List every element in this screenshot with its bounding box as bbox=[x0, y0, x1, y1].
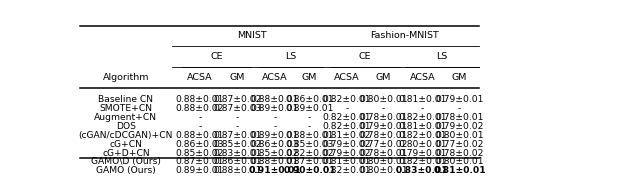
Text: -: - bbox=[236, 113, 239, 122]
Text: 0.88±0.01: 0.88±0.01 bbox=[285, 131, 334, 140]
Text: Fashion-MNIST: Fashion-MNIST bbox=[371, 32, 439, 40]
Text: 0.88±0.01: 0.88±0.01 bbox=[176, 95, 224, 104]
Text: 0.91±0.01: 0.91±0.01 bbox=[248, 166, 301, 175]
Text: 0.89±0.01: 0.89±0.01 bbox=[251, 104, 299, 113]
Text: GM: GM bbox=[376, 73, 391, 82]
Text: 0.79±0.02: 0.79±0.02 bbox=[435, 122, 484, 131]
Text: 0.87±0.01: 0.87±0.01 bbox=[176, 157, 224, 166]
Text: GM: GM bbox=[302, 73, 317, 82]
Text: 0.87±0.01: 0.87±0.01 bbox=[213, 131, 261, 140]
Text: 0.79±0.02: 0.79±0.02 bbox=[323, 140, 371, 149]
Text: 0.88±0.02: 0.88±0.02 bbox=[176, 104, 224, 113]
Text: 0.81±0.02: 0.81±0.02 bbox=[323, 131, 371, 140]
Text: -: - bbox=[458, 104, 461, 113]
Text: 0.77±0.02: 0.77±0.02 bbox=[359, 140, 408, 149]
Text: ACSA: ACSA bbox=[262, 73, 288, 82]
Text: 0.81±0.01: 0.81±0.01 bbox=[433, 166, 486, 175]
Text: CE: CE bbox=[359, 52, 371, 61]
Text: 0.82±0.01: 0.82±0.01 bbox=[398, 113, 447, 122]
Text: -: - bbox=[198, 113, 202, 122]
Text: 0.80±0.01: 0.80±0.01 bbox=[359, 166, 408, 175]
Text: DOS: DOS bbox=[116, 122, 136, 131]
Text: 0.89±0.01: 0.89±0.01 bbox=[176, 166, 224, 175]
Text: 0.82±0.01: 0.82±0.01 bbox=[323, 113, 371, 122]
Text: 0.82±0.01: 0.82±0.01 bbox=[398, 157, 447, 166]
Text: cG+D+CN: cG+D+CN bbox=[102, 149, 150, 158]
Text: -: - bbox=[345, 104, 348, 113]
Text: 0.79±0.02: 0.79±0.02 bbox=[323, 149, 371, 158]
Text: 0.82±0.01: 0.82±0.01 bbox=[398, 131, 447, 140]
Text: 0.89±0.01: 0.89±0.01 bbox=[251, 131, 299, 140]
Text: 0.80±0.01: 0.80±0.01 bbox=[435, 131, 484, 140]
Text: 0.79±0.01: 0.79±0.01 bbox=[435, 95, 484, 104]
Text: -: - bbox=[198, 122, 202, 131]
Text: 0.88±0.01: 0.88±0.01 bbox=[176, 131, 224, 140]
Text: 0.85±0.03: 0.85±0.03 bbox=[285, 140, 334, 149]
Text: -: - bbox=[420, 104, 424, 113]
Text: MNIST: MNIST bbox=[237, 32, 267, 40]
Text: 0.89±0.01: 0.89±0.01 bbox=[285, 104, 334, 113]
Text: 0.81±0.01: 0.81±0.01 bbox=[398, 95, 447, 104]
Text: 0.82±0.01: 0.82±0.01 bbox=[323, 122, 371, 131]
Text: LS: LS bbox=[436, 52, 448, 61]
Text: 0.78±0.01: 0.78±0.01 bbox=[360, 149, 408, 158]
Text: 0.85±0.02: 0.85±0.02 bbox=[176, 149, 224, 158]
Text: 0.78±0.01: 0.78±0.01 bbox=[360, 113, 408, 122]
Text: Algorithm: Algorithm bbox=[102, 73, 149, 82]
Text: 0.88±0.01: 0.88±0.01 bbox=[251, 95, 299, 104]
Text: 0.80±0.01: 0.80±0.01 bbox=[359, 95, 408, 104]
Text: GAMO (Ours): GAMO (Ours) bbox=[96, 166, 156, 175]
Text: (cGAN/cDCGAN)+CN: (cGAN/cDCGAN)+CN bbox=[79, 131, 173, 140]
Text: 0.82±0.02: 0.82±0.02 bbox=[285, 149, 334, 158]
Text: cG+CN: cG+CN bbox=[109, 140, 142, 149]
Text: 0.80±0.01: 0.80±0.01 bbox=[359, 157, 408, 166]
Text: GM: GM bbox=[452, 73, 467, 82]
Text: CE: CE bbox=[210, 52, 223, 61]
Text: 0.87±0.01: 0.87±0.01 bbox=[285, 157, 334, 166]
Text: Baseline CN: Baseline CN bbox=[99, 95, 154, 104]
Text: 0.78±0.01: 0.78±0.01 bbox=[435, 113, 484, 122]
Text: 0.80±0.01: 0.80±0.01 bbox=[435, 157, 484, 166]
Text: ACSA: ACSA bbox=[410, 73, 435, 82]
Text: GM: GM bbox=[230, 73, 245, 82]
Text: ACSA: ACSA bbox=[188, 73, 213, 82]
Text: 0.86±0.01: 0.86±0.01 bbox=[213, 157, 262, 166]
Text: 0.86±0.03: 0.86±0.03 bbox=[176, 140, 224, 149]
Text: 0.78±0.02: 0.78±0.02 bbox=[435, 149, 484, 158]
Text: -: - bbox=[236, 122, 239, 131]
Text: 0.85±0.02: 0.85±0.02 bbox=[213, 140, 262, 149]
Text: 0.86±0.01: 0.86±0.01 bbox=[285, 95, 334, 104]
Text: 0.87±0.02: 0.87±0.02 bbox=[213, 95, 262, 104]
Text: 0.78±0.01: 0.78±0.01 bbox=[360, 131, 408, 140]
Text: 0.85±0.02: 0.85±0.02 bbox=[251, 149, 299, 158]
Text: 0.86±0.03: 0.86±0.03 bbox=[251, 140, 299, 149]
Text: 0.87±0.03: 0.87±0.03 bbox=[213, 104, 261, 113]
Text: 0.82±0.01: 0.82±0.01 bbox=[323, 166, 371, 175]
Text: 0.79±0.01: 0.79±0.01 bbox=[398, 149, 447, 158]
Text: 0.90±0.01: 0.90±0.01 bbox=[284, 166, 336, 175]
Text: 0.80±0.01: 0.80±0.01 bbox=[398, 140, 447, 149]
Text: -: - bbox=[308, 113, 311, 122]
Text: -: - bbox=[382, 104, 385, 113]
Text: 0.81±0.01: 0.81±0.01 bbox=[323, 157, 371, 166]
Text: -: - bbox=[273, 122, 276, 131]
Text: 0.83±0.01: 0.83±0.01 bbox=[213, 149, 261, 158]
Text: ACSA: ACSA bbox=[334, 73, 360, 82]
Text: 0.88±0.01: 0.88±0.01 bbox=[213, 166, 261, 175]
Text: SMOTE+CN: SMOTE+CN bbox=[99, 104, 152, 113]
Text: Augment+CN: Augment+CN bbox=[94, 113, 157, 122]
Text: 0.88±0.01: 0.88±0.01 bbox=[251, 157, 299, 166]
Text: 0.82±0.01: 0.82±0.01 bbox=[323, 95, 371, 104]
Text: -: - bbox=[308, 122, 311, 131]
Text: 0.77±0.02: 0.77±0.02 bbox=[435, 140, 484, 149]
Text: -: - bbox=[273, 113, 276, 122]
Text: 0.79±0.01: 0.79±0.01 bbox=[360, 122, 408, 131]
Text: GAMO\D (Ours): GAMO\D (Ours) bbox=[91, 157, 161, 166]
Text: LS: LS bbox=[285, 52, 296, 61]
Text: 0.83±0.01: 0.83±0.01 bbox=[396, 166, 449, 175]
Text: 0.81±0.01: 0.81±0.01 bbox=[398, 122, 447, 131]
